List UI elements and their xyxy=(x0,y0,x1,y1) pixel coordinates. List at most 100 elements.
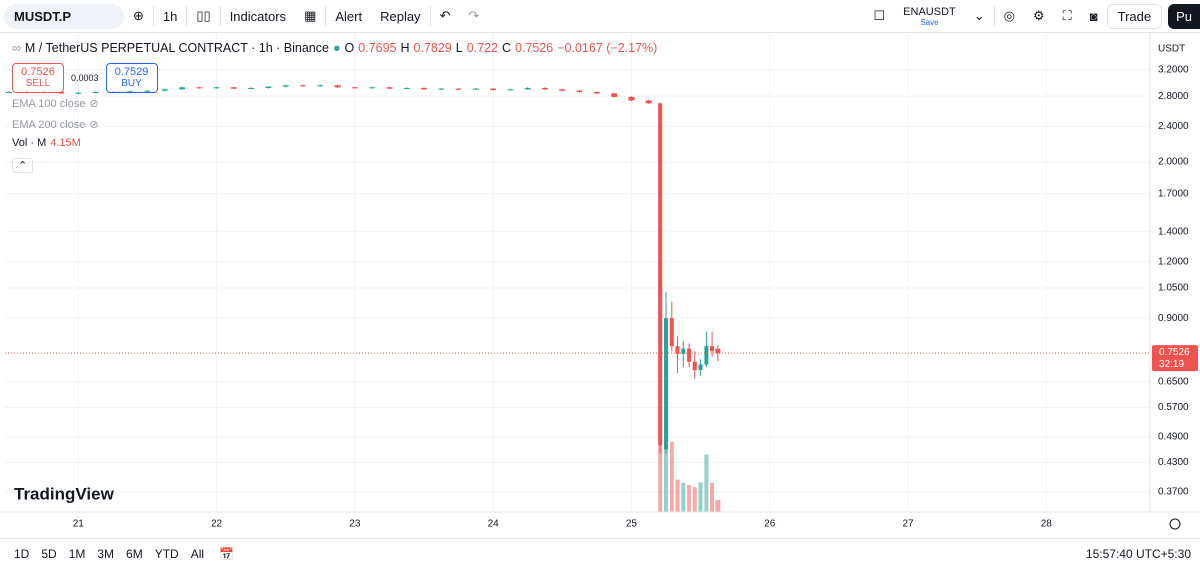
layouts[interactable]: ▦ xyxy=(295,8,325,24)
y-tick-label: 0.5700 xyxy=(1158,402,1189,413)
candle-body xyxy=(300,85,306,86)
candle-body xyxy=(664,318,668,449)
toolbar: MUSDT.P ⊕ 1h ▯▯ Indicators ▦ Alert Repla… xyxy=(0,0,1200,33)
volume-bar xyxy=(681,483,685,512)
fullscreen[interactable]: ⛶ xyxy=(1054,8,1081,24)
ohlc-label: H xyxy=(400,41,409,55)
symbol-icon: ∞ xyxy=(12,41,21,55)
save[interactable]: Save xyxy=(920,18,938,27)
quick-search[interactable]: ◎ xyxy=(995,8,1024,24)
indicators[interactable]: Indicators xyxy=(221,9,295,24)
candle-body xyxy=(335,85,341,87)
y-tick-label: 0.4900 xyxy=(1158,432,1189,443)
candle-body xyxy=(438,89,444,90)
interval[interactable]: 1h xyxy=(154,9,186,24)
y-tick-label: 1.4000 xyxy=(1158,226,1189,237)
legend-main: ∞ M / TetherUS PERPETUAL CONTRACT · 1h ·… xyxy=(12,41,657,55)
status-dot: ● xyxy=(333,41,341,55)
candle-body xyxy=(369,87,375,88)
y-tick-label: 0.3700 xyxy=(1158,487,1189,498)
buy-label: BUY xyxy=(107,78,157,90)
trade[interactable]: Trade xyxy=(1107,4,1162,29)
y-tick-label: 1.0500 xyxy=(1158,283,1189,294)
volume-bar xyxy=(670,442,674,512)
volume-bar xyxy=(710,483,714,512)
ohlc-value: 0.7526 xyxy=(515,41,553,55)
candle-body xyxy=(658,103,662,445)
volume-label: Vol · M xyxy=(12,137,46,149)
candle-body xyxy=(704,346,708,364)
candle-body xyxy=(421,88,427,89)
collapse-legend[interactable]: ⌃ xyxy=(12,158,33,173)
last-price-label: 0.7526 xyxy=(1159,347,1190,358)
buy-price: 0.7529 xyxy=(107,66,157,78)
volume-bar xyxy=(687,485,691,512)
y-tick-label: 0.6500 xyxy=(1158,376,1189,387)
change: −0.0167 (−2.17%) xyxy=(557,41,657,55)
compare[interactable]: ⊕ xyxy=(124,8,153,24)
candle-body xyxy=(456,89,462,90)
candle-body xyxy=(265,87,271,88)
candle-body xyxy=(507,89,513,90)
range-button[interactable]: All xyxy=(185,547,210,561)
layout-symbol: ENAUSDT xyxy=(903,6,956,18)
range-button[interactable]: 5D xyxy=(35,547,62,561)
symbol-search[interactable]: MUSDT.P xyxy=(4,4,124,29)
alert[interactable]: Alert xyxy=(326,9,371,24)
x-tick-label: 22 xyxy=(211,519,223,530)
range-button[interactable]: 3M xyxy=(91,547,120,561)
publish[interactable]: Pu xyxy=(1168,4,1200,29)
watch-toggle[interactable]: ☐ xyxy=(865,8,895,24)
range-button[interactable]: 1M xyxy=(63,547,92,561)
candle-body xyxy=(179,87,185,89)
volume-bar xyxy=(693,487,697,512)
candle-body xyxy=(317,85,323,86)
volume-bar xyxy=(664,449,668,512)
candle-body xyxy=(559,89,565,90)
go-to-date[interactable]: 📅 xyxy=(210,547,243,561)
x-tick-label: 21 xyxy=(73,519,85,530)
ema200: EMA 200 close ⊘ xyxy=(12,118,99,131)
range-button[interactable]: 6M xyxy=(120,547,149,561)
ohlc-value: 0.722 xyxy=(467,41,498,55)
candle-body xyxy=(646,100,652,103)
undo[interactable]: ↶ xyxy=(431,8,460,24)
candle-body xyxy=(594,92,600,93)
candle-body xyxy=(283,85,289,86)
volume-bar xyxy=(699,482,703,512)
ohlc-value: 0.7829 xyxy=(414,41,452,55)
x-tick-label: 28 xyxy=(1041,519,1053,530)
range-button[interactable]: YTD xyxy=(149,547,185,561)
layout-menu[interactable]: ⌄ xyxy=(965,8,994,24)
countdown: 32:19 xyxy=(1159,359,1184,370)
candle-body xyxy=(352,87,358,88)
ohlc-label: L xyxy=(456,41,463,55)
candle-body xyxy=(386,87,392,88)
candle-body xyxy=(577,91,583,92)
replay[interactable]: Replay xyxy=(371,9,429,24)
ohlc-label: O xyxy=(345,41,355,55)
candle-body xyxy=(710,346,714,351)
settings[interactable]: ⚙ xyxy=(1024,8,1054,24)
candle-body xyxy=(693,362,697,370)
y-tick-label: 2.4000 xyxy=(1158,121,1189,132)
y-tick-label: 1.2000 xyxy=(1158,257,1189,268)
y-tick-label: 2.8000 xyxy=(1158,91,1189,102)
ema200-label: EMA 200 close xyxy=(12,119,85,131)
range-button[interactable]: 1D xyxy=(8,547,35,561)
candle-body xyxy=(670,318,674,346)
candle-body xyxy=(628,97,634,101)
x-tick-label: 23 xyxy=(349,519,361,530)
ema100-label: EMA 100 close xyxy=(12,98,85,110)
redo[interactable]: ↷ xyxy=(459,8,488,24)
candle-body xyxy=(231,87,237,88)
chart-type[interactable]: ▯▯ xyxy=(187,8,219,24)
volume-value: 4.15M xyxy=(50,137,81,149)
snapshot[interactable]: ◙ xyxy=(1081,9,1107,24)
ema100: EMA 100 close ⊘ xyxy=(12,97,99,110)
